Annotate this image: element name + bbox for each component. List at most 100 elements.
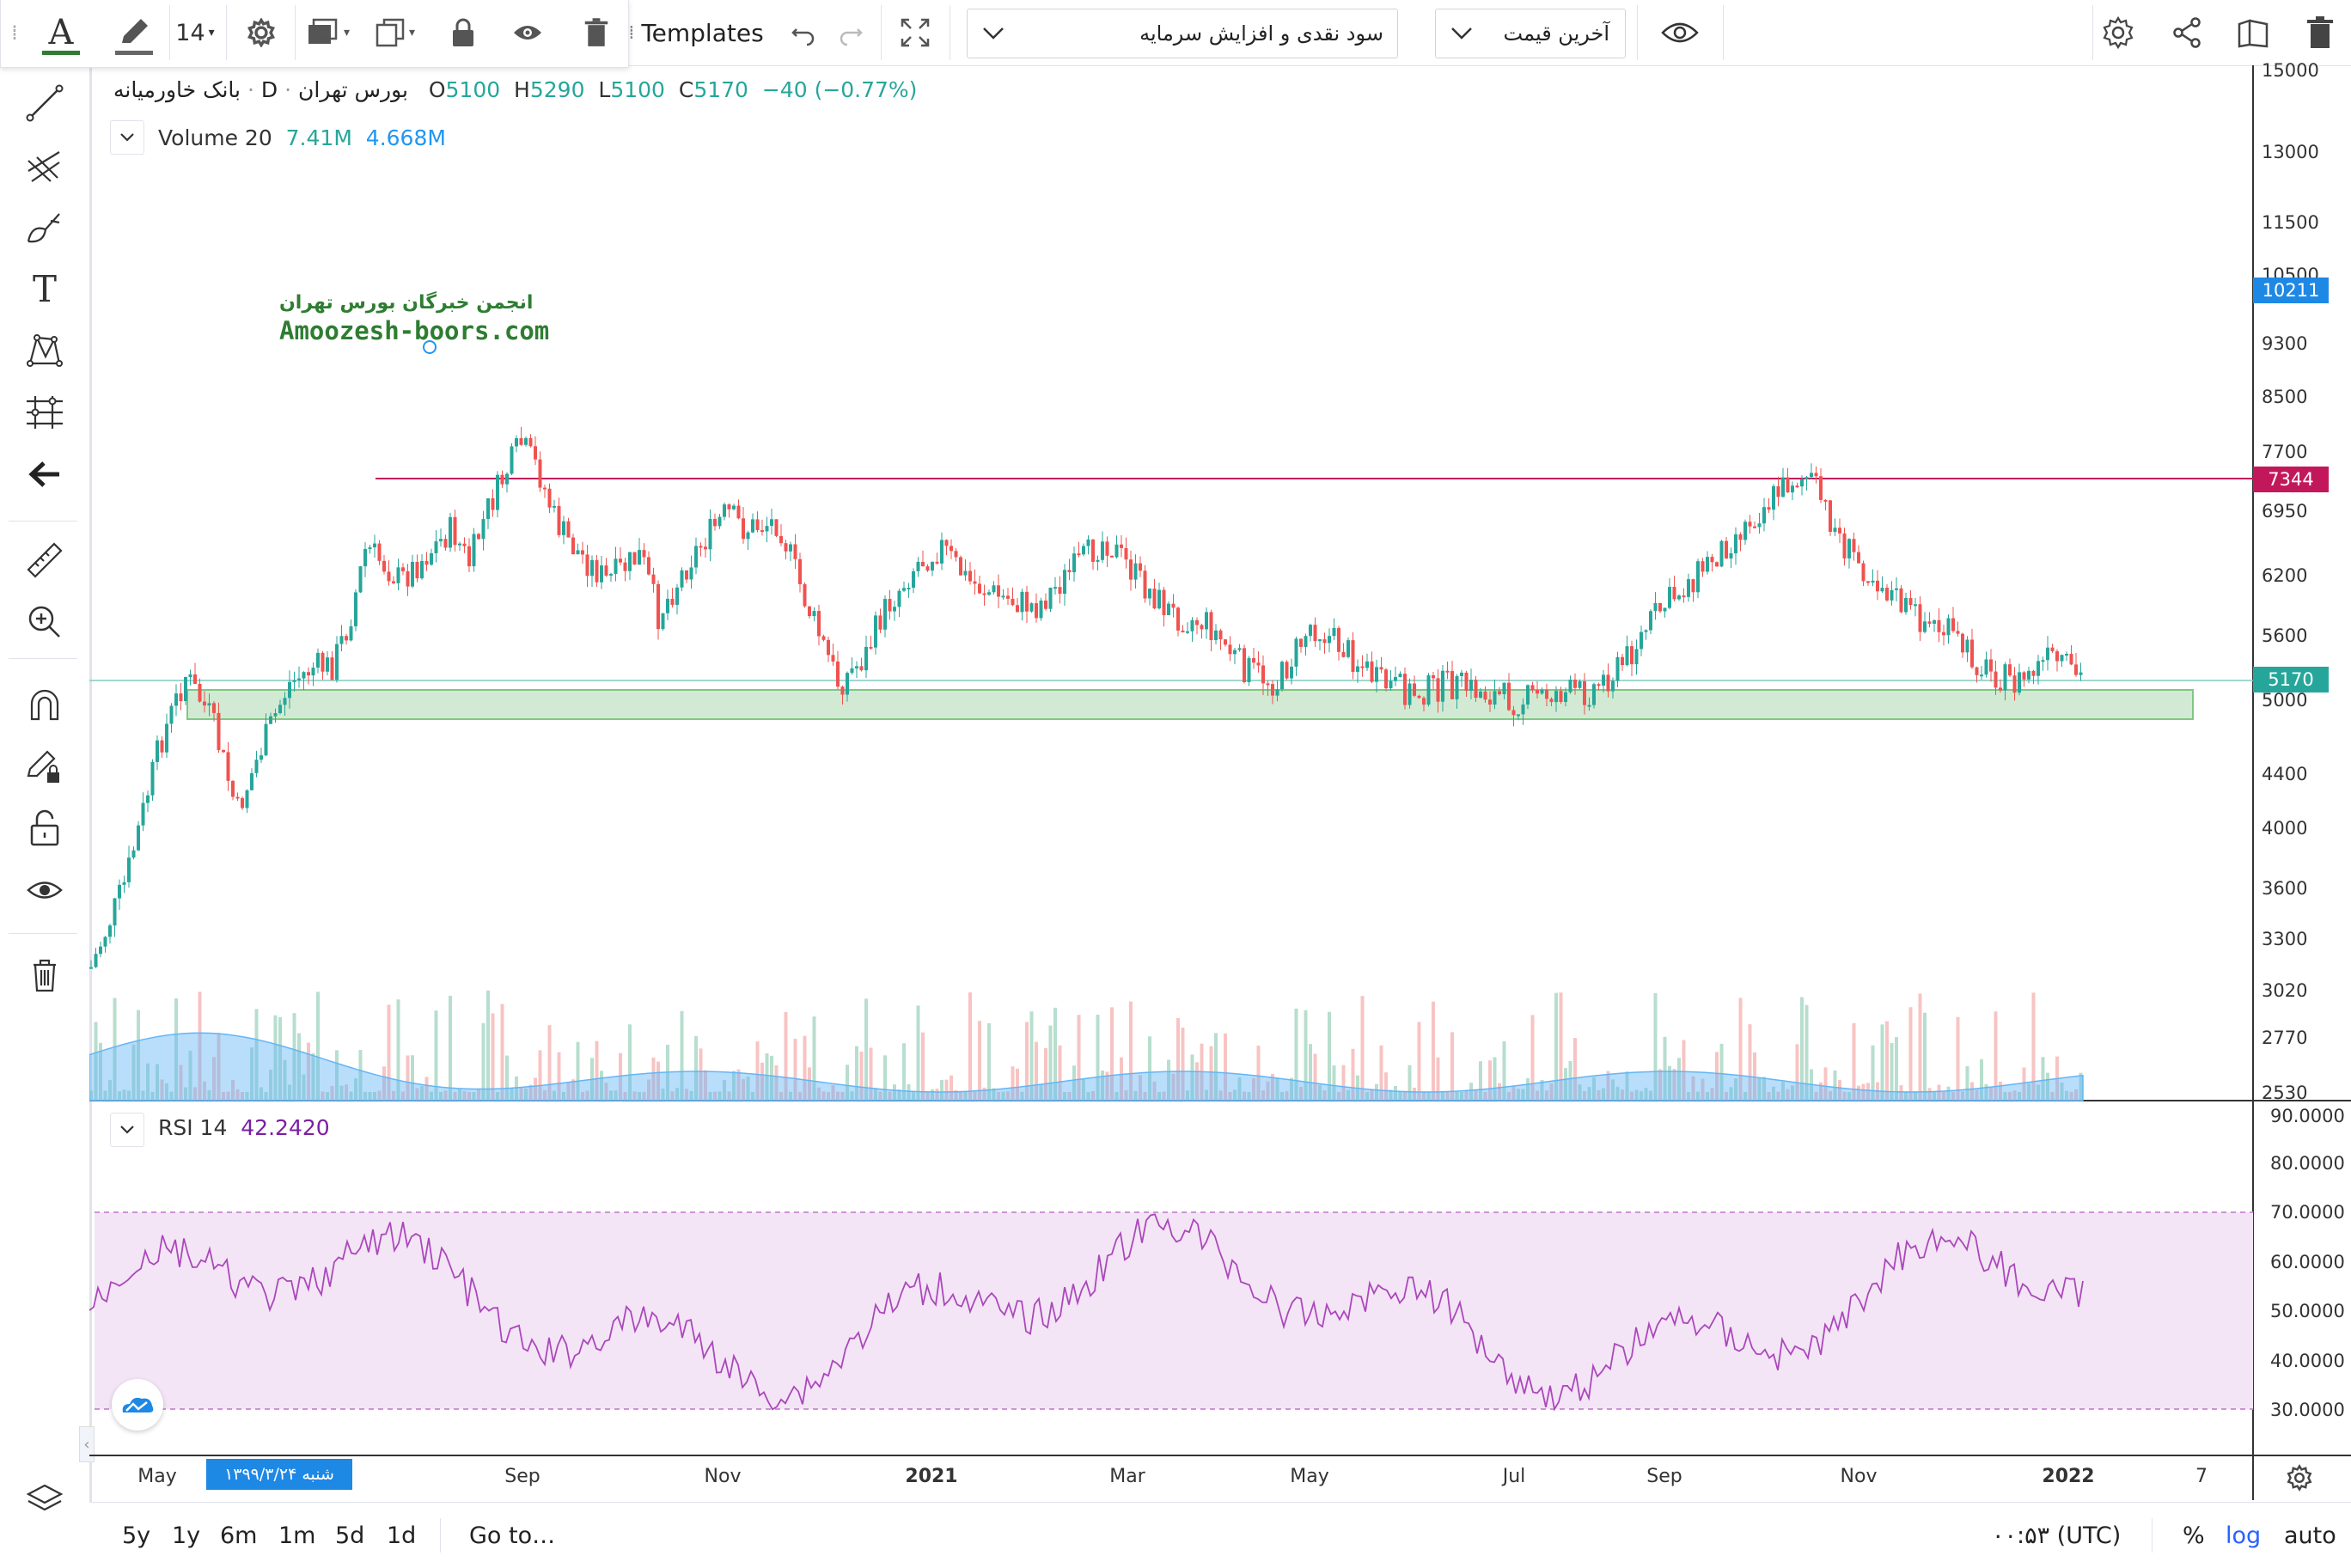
event-dropdown[interactable]: سود نقدی و افزایش سرمایه bbox=[967, 9, 1398, 58]
volume-bar bbox=[2041, 1057, 2045, 1101]
timezone-button[interactable]: ۰۰:۵۳ (UTC) bbox=[1992, 1522, 2122, 1549]
candle-body bbox=[585, 554, 589, 577]
candle-body bbox=[278, 705, 282, 713]
volume-bar bbox=[675, 1088, 679, 1101]
volume-ma-area bbox=[89, 1032, 2084, 1101]
goto-date-button[interactable]: Go to… bbox=[469, 1522, 556, 1549]
settings-button[interactable] bbox=[2092, 0, 2144, 65]
pitchfork-tool[interactable] bbox=[19, 139, 70, 191]
candle-body bbox=[812, 611, 816, 617]
candle-body bbox=[827, 639, 830, 656]
volume-bar bbox=[1568, 1061, 1572, 1101]
trend-line-tool[interactable] bbox=[19, 77, 70, 129]
volume-bar bbox=[732, 1071, 736, 1101]
candle-body bbox=[1923, 621, 1927, 632]
candle-body bbox=[1441, 670, 1444, 702]
candle-body bbox=[642, 550, 646, 558]
pattern-tool[interactable] bbox=[19, 325, 70, 376]
lock-drawings-tool[interactable] bbox=[19, 802, 70, 854]
volume-bar bbox=[2037, 1084, 2040, 1101]
remove-drawings-tool[interactable] bbox=[19, 949, 70, 1000]
brush-tool[interactable] bbox=[19, 201, 70, 253]
candle-body bbox=[231, 780, 235, 797]
undo-button[interactable] bbox=[782, 0, 825, 65]
candle-body bbox=[619, 558, 622, 563]
candle-body bbox=[1592, 684, 1596, 705]
hide-drawings-tool[interactable] bbox=[19, 864, 70, 916]
auto-scale-button[interactable]: auto bbox=[2284, 1522, 2336, 1549]
magnet-tool[interactable] bbox=[19, 679, 70, 730]
price-source-dropdown[interactable]: آخرین قیمت bbox=[1435, 9, 1626, 58]
volume-bar bbox=[1384, 1072, 1388, 1101]
volume-bar bbox=[827, 1092, 830, 1101]
candle-body bbox=[940, 540, 943, 564]
range-1y[interactable]: 1y bbox=[172, 1522, 201, 1549]
volume-bar bbox=[543, 1089, 547, 1101]
text-color-button[interactable]: A bbox=[27, 0, 95, 65]
volume-bar bbox=[1653, 992, 1658, 1101]
templates-button[interactable]: ⁞ Templates bbox=[623, 0, 769, 65]
share-button[interactable] bbox=[2161, 0, 2213, 65]
back-tool[interactable] bbox=[19, 448, 70, 500]
price-tick-label: 3600 bbox=[2262, 878, 2308, 899]
prediction-tool[interactable] bbox=[19, 387, 70, 438]
candle-body bbox=[1658, 602, 1662, 612]
volume-bar bbox=[1351, 1048, 1355, 1101]
candle-body bbox=[321, 652, 325, 672]
visibility-button[interactable] bbox=[1654, 0, 1706, 65]
legend-symbol[interactable]: بانک خاورمیانه bbox=[113, 77, 241, 102]
volume-bar bbox=[1923, 1012, 1927, 1101]
hide-button[interactable] bbox=[499, 0, 556, 65]
candle-body bbox=[1483, 691, 1487, 700]
drag-handle[interactable]: ⁞ bbox=[11, 21, 18, 45]
stay-in-drawing-mode-tool[interactable] bbox=[19, 741, 70, 792]
volume-bar bbox=[1668, 1065, 1671, 1101]
volume-bar bbox=[1450, 1032, 1454, 1101]
brand-logo[interactable] bbox=[112, 1379, 163, 1431]
lock-button[interactable] bbox=[435, 0, 492, 65]
log-scale-button[interactable]: log bbox=[2226, 1522, 2262, 1549]
font-size-dropdown[interactable]: 14 ▾ bbox=[169, 0, 221, 65]
object-tree-button[interactable] bbox=[19, 1474, 70, 1526]
range-6m[interactable]: 6m bbox=[220, 1522, 258, 1549]
volume-bar bbox=[335, 1050, 339, 1101]
volume-bar bbox=[1186, 1090, 1189, 1101]
volume-bar bbox=[1205, 1089, 1208, 1101]
chart-canvas[interactable] bbox=[89, 65, 2351, 1500]
clone-button[interactable]: ▾ bbox=[365, 0, 425, 65]
volume-collapse-button[interactable] bbox=[110, 120, 144, 155]
collapse-toolbar-button[interactable]: ‹ bbox=[79, 1426, 95, 1462]
measure-tool[interactable] bbox=[19, 534, 70, 586]
delete-chart-button[interactable] bbox=[2294, 0, 2346, 65]
axis-settings-button[interactable] bbox=[2279, 1461, 2320, 1495]
range-1d[interactable]: 1d bbox=[387, 1522, 417, 1549]
volume-bar bbox=[1691, 1076, 1695, 1101]
percent-scale-button[interactable]: % bbox=[2183, 1522, 2205, 1549]
rsi-collapse-button[interactable] bbox=[110, 1113, 144, 1147]
volume-bar bbox=[1587, 1087, 1591, 1101]
volume-bar bbox=[1833, 1070, 1837, 1101]
candle-body bbox=[1625, 646, 1629, 666]
candle-body bbox=[921, 561, 925, 567]
drawing-properties-toolbar: ⁞ A 14 ▾ ▾ ▾ bbox=[0, 0, 629, 68]
range-5y[interactable]: 5y bbox=[122, 1522, 151, 1549]
redo-button[interactable] bbox=[829, 0, 872, 65]
zoom-in-tool[interactable] bbox=[19, 596, 70, 648]
candle-body bbox=[562, 521, 565, 535]
snapshot-button[interactable] bbox=[2227, 0, 2279, 65]
text-anchor-handle[interactable] bbox=[423, 340, 437, 354]
caret-down-icon: ▾ bbox=[343, 26, 351, 40]
zoom-in-icon bbox=[28, 606, 60, 638]
range-1m[interactable]: 1m bbox=[278, 1522, 316, 1549]
range-5d[interactable]: 5d bbox=[335, 1522, 365, 1549]
volume-bar bbox=[2008, 1091, 2012, 1101]
remove-drawing-button[interactable] bbox=[568, 0, 625, 65]
pencil-icon bbox=[122, 19, 148, 43]
fullscreen-button[interactable] bbox=[894, 0, 937, 65]
line-color-button[interactable] bbox=[100, 0, 168, 65]
visual-order-button[interactable]: ▾ bbox=[298, 0, 358, 65]
volume-bar bbox=[1271, 1073, 1274, 1101]
volume-bar bbox=[1375, 1083, 1378, 1101]
drawing-settings-button[interactable] bbox=[233, 0, 290, 65]
text-tool[interactable]: T bbox=[19, 263, 70, 314]
